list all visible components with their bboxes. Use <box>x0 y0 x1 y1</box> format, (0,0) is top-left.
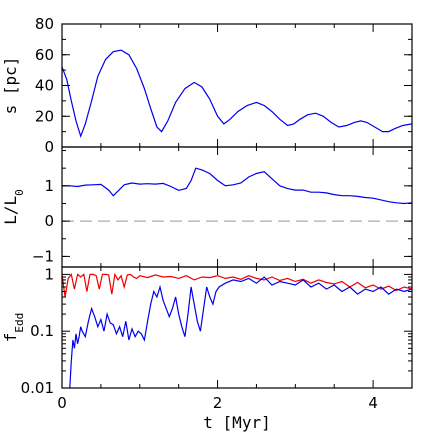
y-axis-title-sub: Edd <box>13 313 26 333</box>
y-tick-label: 60 <box>35 46 54 64</box>
series-line-blue <box>62 167 412 205</box>
panel-frame <box>61 266 413 389</box>
y-axis-title: s [pc] <box>1 57 20 115</box>
series-line-blue <box>69 276 412 388</box>
y-tick-label: 80 <box>35 15 54 33</box>
y-tick-label: 0 <box>44 138 54 156</box>
series-line-red <box>62 272 412 298</box>
y-axis-title-sub: 0 <box>13 189 26 196</box>
panel-frame <box>61 146 413 268</box>
y-tick-label: 1 <box>44 177 54 195</box>
y-tick-label: 0 <box>44 212 54 230</box>
y-axis-title-main: L/L <box>1 196 20 225</box>
y-tick-label: 40 <box>35 77 54 95</box>
series-line-blue <box>62 49 412 139</box>
y-axis-title: fEdd <box>1 313 26 343</box>
y-tick-label: 0.01 <box>21 379 54 397</box>
y-tick-label: −1 <box>32 247 54 265</box>
x-tick-label: 0 <box>57 394 67 412</box>
y-tick-label: 1 <box>44 265 54 283</box>
panel-top: 0 20 40 60 80 s [pc] <box>1 15 413 156</box>
x-axis-title: t [Myr] <box>203 413 270 432</box>
y-tick-label: 20 <box>35 107 54 125</box>
y-tick-label: 0.1 <box>30 322 54 340</box>
y-axis-title-main: f <box>1 333 20 343</box>
panel-frame <box>61 23 413 148</box>
x-tick-label: 4 <box>368 394 378 412</box>
x-tick-label: 2 <box>213 394 223 412</box>
y-axis-title: L/L0 <box>1 189 26 225</box>
panel-bottom: 0.01 0.1 1 fEdd 0 2 4 t [Myr] <box>1 265 413 432</box>
